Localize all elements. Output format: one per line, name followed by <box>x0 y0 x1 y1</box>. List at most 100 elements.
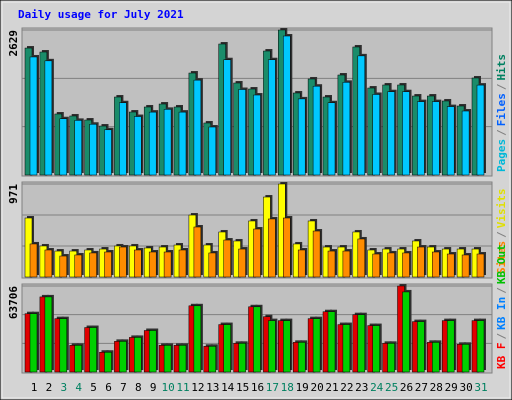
bar <box>148 251 157 278</box>
bar <box>44 296 53 373</box>
bar <box>387 252 395 278</box>
bar <box>134 116 142 176</box>
x-tick-label: 15 <box>236 381 249 394</box>
bar <box>342 82 351 176</box>
bar <box>417 101 425 176</box>
bar <box>29 243 38 278</box>
bar <box>417 246 425 278</box>
x-tick-label: 12 <box>191 381 204 394</box>
bar <box>148 330 157 373</box>
x-tick-label: 13 <box>206 381 219 394</box>
bar <box>208 346 217 373</box>
bar <box>387 91 395 176</box>
bar <box>89 124 97 176</box>
x-tick-label: 21 <box>325 381 338 394</box>
bar <box>372 94 380 176</box>
bar <box>461 344 470 373</box>
bar <box>59 318 68 373</box>
bar <box>268 218 276 278</box>
legend: Sites / Visits <box>495 189 508 275</box>
x-tick-label: 7 <box>120 381 127 394</box>
bar <box>476 253 485 278</box>
x-tick-label: 4 <box>75 381 82 394</box>
x-tick-label: 28 <box>430 381 443 394</box>
bar <box>342 250 351 278</box>
bar <box>208 126 217 176</box>
bar <box>238 343 246 373</box>
bar <box>357 55 366 176</box>
bar <box>417 321 425 373</box>
x-tick-label: 25 <box>385 381 398 394</box>
bar <box>44 60 53 176</box>
bar <box>268 320 276 373</box>
bar <box>387 343 395 373</box>
x-tick-label: 8 <box>135 381 142 394</box>
bar <box>119 246 127 278</box>
bar <box>74 120 82 176</box>
bar <box>119 102 127 176</box>
x-tick-label: 3 <box>60 381 67 394</box>
bar <box>253 306 261 373</box>
bar <box>89 327 97 373</box>
bar <box>297 98 306 176</box>
bar <box>446 320 455 373</box>
bar <box>283 217 291 278</box>
bar <box>89 252 97 278</box>
x-tick-label: 24 <box>370 381 384 394</box>
bar <box>193 226 202 278</box>
bar <box>327 250 336 278</box>
bar <box>283 35 291 176</box>
bar <box>372 325 380 373</box>
bar <box>253 94 261 176</box>
bar <box>461 110 470 176</box>
x-tick-label: 19 <box>296 381 309 394</box>
bar <box>312 318 321 373</box>
bar <box>223 324 231 373</box>
legend-entry: KB Out <box>495 244 508 284</box>
bar <box>59 255 68 278</box>
bar <box>476 84 485 176</box>
bar <box>402 91 410 176</box>
x-tick-label: 17 <box>266 381 279 394</box>
x-tick-label: 20 <box>310 381 323 394</box>
x-tick-label: 6 <box>105 381 112 394</box>
legend-entry: Sites <box>495 241 508 274</box>
legend-entry: KB F <box>495 343 508 370</box>
bar <box>402 252 410 278</box>
x-tick-label: 30 <box>459 381 472 394</box>
bar <box>238 89 246 176</box>
x-tick-label: 31 <box>474 381 487 394</box>
bar <box>104 251 112 278</box>
x-tick-label: 10 <box>161 381 174 394</box>
bar <box>238 248 246 278</box>
bar <box>432 251 440 278</box>
legend: KB F / KB In / KB Out <box>495 244 508 369</box>
bar <box>148 111 157 176</box>
bar <box>193 79 202 176</box>
y-tick-label: 2629 <box>7 30 20 57</box>
bar <box>297 342 306 373</box>
bar <box>59 118 68 176</box>
bar <box>44 249 53 278</box>
legend-separator: / <box>495 287 508 294</box>
chart-title: Daily usage for July 2021 <box>18 8 184 21</box>
bar <box>372 253 380 278</box>
x-tick-label: 14 <box>221 381 235 394</box>
bar <box>253 228 261 278</box>
bar <box>446 253 455 278</box>
y-tick-label: 971 <box>7 184 20 204</box>
legend-separator: / <box>495 231 508 238</box>
x-tick-label: 26 <box>400 381 413 394</box>
bar <box>357 314 366 373</box>
bar <box>178 111 187 176</box>
x-tick-label: 2 <box>46 381 53 394</box>
bar <box>29 56 38 176</box>
bar <box>312 85 321 176</box>
bar <box>134 337 142 373</box>
bar <box>223 59 231 176</box>
bar <box>402 291 410 373</box>
bar <box>163 109 172 176</box>
bar <box>74 254 82 278</box>
bar <box>104 351 112 373</box>
